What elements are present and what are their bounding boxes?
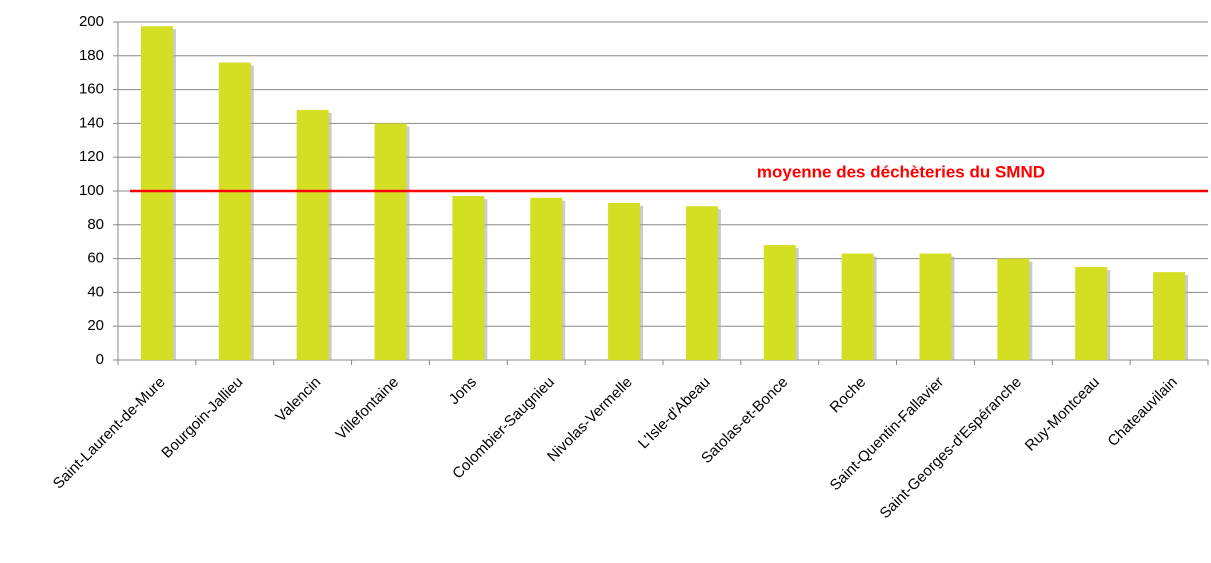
x-tick-label: Ruy-Montceau — [1022, 374, 1103, 455]
bar — [140, 26, 173, 360]
bar — [530, 197, 563, 360]
x-tick-label: Roche — [827, 374, 870, 417]
bar — [685, 206, 718, 360]
x-tick-label: Saint-Georges-d'Espéranche — [877, 374, 1025, 522]
bar — [608, 202, 641, 360]
bar — [763, 245, 796, 360]
bar — [997, 258, 1030, 360]
bar — [841, 253, 874, 360]
y-tick-label: 160 — [79, 81, 104, 98]
y-tick-label: 0 — [96, 351, 104, 368]
reference-label: moyenne des déchèteries du SMND — [757, 162, 1045, 181]
bar — [296, 109, 329, 360]
y-tick-label: 20 — [87, 317, 104, 334]
x-tick-label: Satolas-et-Bonce — [698, 374, 791, 467]
y-tick-label: 100 — [79, 182, 104, 199]
y-tick-label: 80 — [87, 216, 104, 233]
x-tick-label: Bourgoin-Jallieu — [158, 374, 246, 462]
x-tick-label: Valencin — [272, 374, 324, 426]
bar — [919, 253, 952, 360]
x-tick-label: Villefontaine — [333, 374, 403, 444]
bar — [1075, 267, 1108, 360]
y-tick-label: 200 — [79, 13, 104, 30]
y-tick-label: 40 — [87, 283, 104, 300]
bar — [1153, 272, 1186, 360]
bar — [452, 196, 485, 360]
y-tick-label: 180 — [79, 47, 104, 64]
x-tick-label: Jons — [446, 374, 480, 408]
y-tick-label: 140 — [79, 114, 104, 131]
y-tick-label: 120 — [79, 148, 104, 165]
bar — [374, 123, 407, 361]
x-tick-label: Chateauvilain — [1104, 374, 1180, 450]
y-tick-label: 60 — [87, 250, 104, 267]
x-tick-label: Nivolas-Vermelle — [544, 374, 636, 466]
x-tick-label: L'Isle-d'Abeau — [635, 374, 714, 453]
bar — [218, 62, 251, 361]
x-tick-label: Saint-Laurent-de-Mure — [50, 374, 169, 493]
